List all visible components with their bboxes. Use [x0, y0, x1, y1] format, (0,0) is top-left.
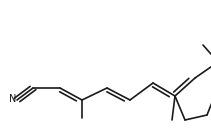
Text: N: N: [9, 94, 16, 104]
